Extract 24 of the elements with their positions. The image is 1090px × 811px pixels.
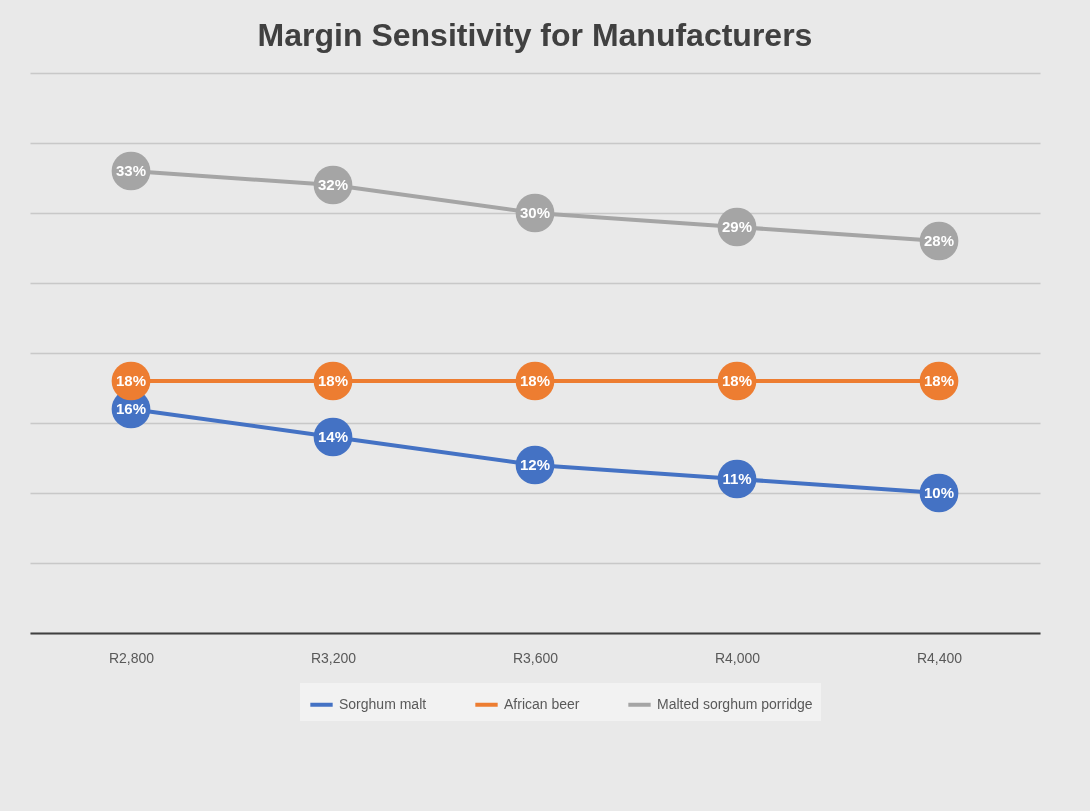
data-label: 28% (923, 232, 955, 249)
legend-label: Sorghum malt (339, 695, 427, 712)
data-label: 12% (519, 456, 551, 473)
x-tick-label: R2,800 (108, 649, 155, 666)
data-label: 30% (519, 204, 551, 221)
data-label: 18% (721, 372, 753, 389)
data-label: 18% (923, 372, 955, 389)
data-label: 10% (923, 484, 955, 501)
x-tick-label: R3,200 (310, 649, 357, 666)
data-label: 14% (317, 428, 349, 445)
data-label: 32% (317, 176, 349, 193)
data-label: 18% (115, 372, 147, 389)
data-label: 16% (115, 400, 147, 417)
data-label: 29% (721, 218, 753, 235)
data-label: 33% (115, 162, 147, 179)
legend-label: Malted sorghum porridge (657, 695, 813, 712)
data-label: 18% (317, 372, 349, 389)
x-tick-label: R4,000 (714, 649, 761, 666)
data-label: 11% (722, 470, 752, 487)
x-tick-label: R4,400 (916, 649, 963, 666)
data-label: 18% (519, 372, 551, 389)
x-tick-label: R3,600 (512, 649, 559, 666)
legend-label: African beer (504, 695, 580, 712)
chart-title: Margin Sensitivity for Manufacturers (257, 17, 813, 53)
